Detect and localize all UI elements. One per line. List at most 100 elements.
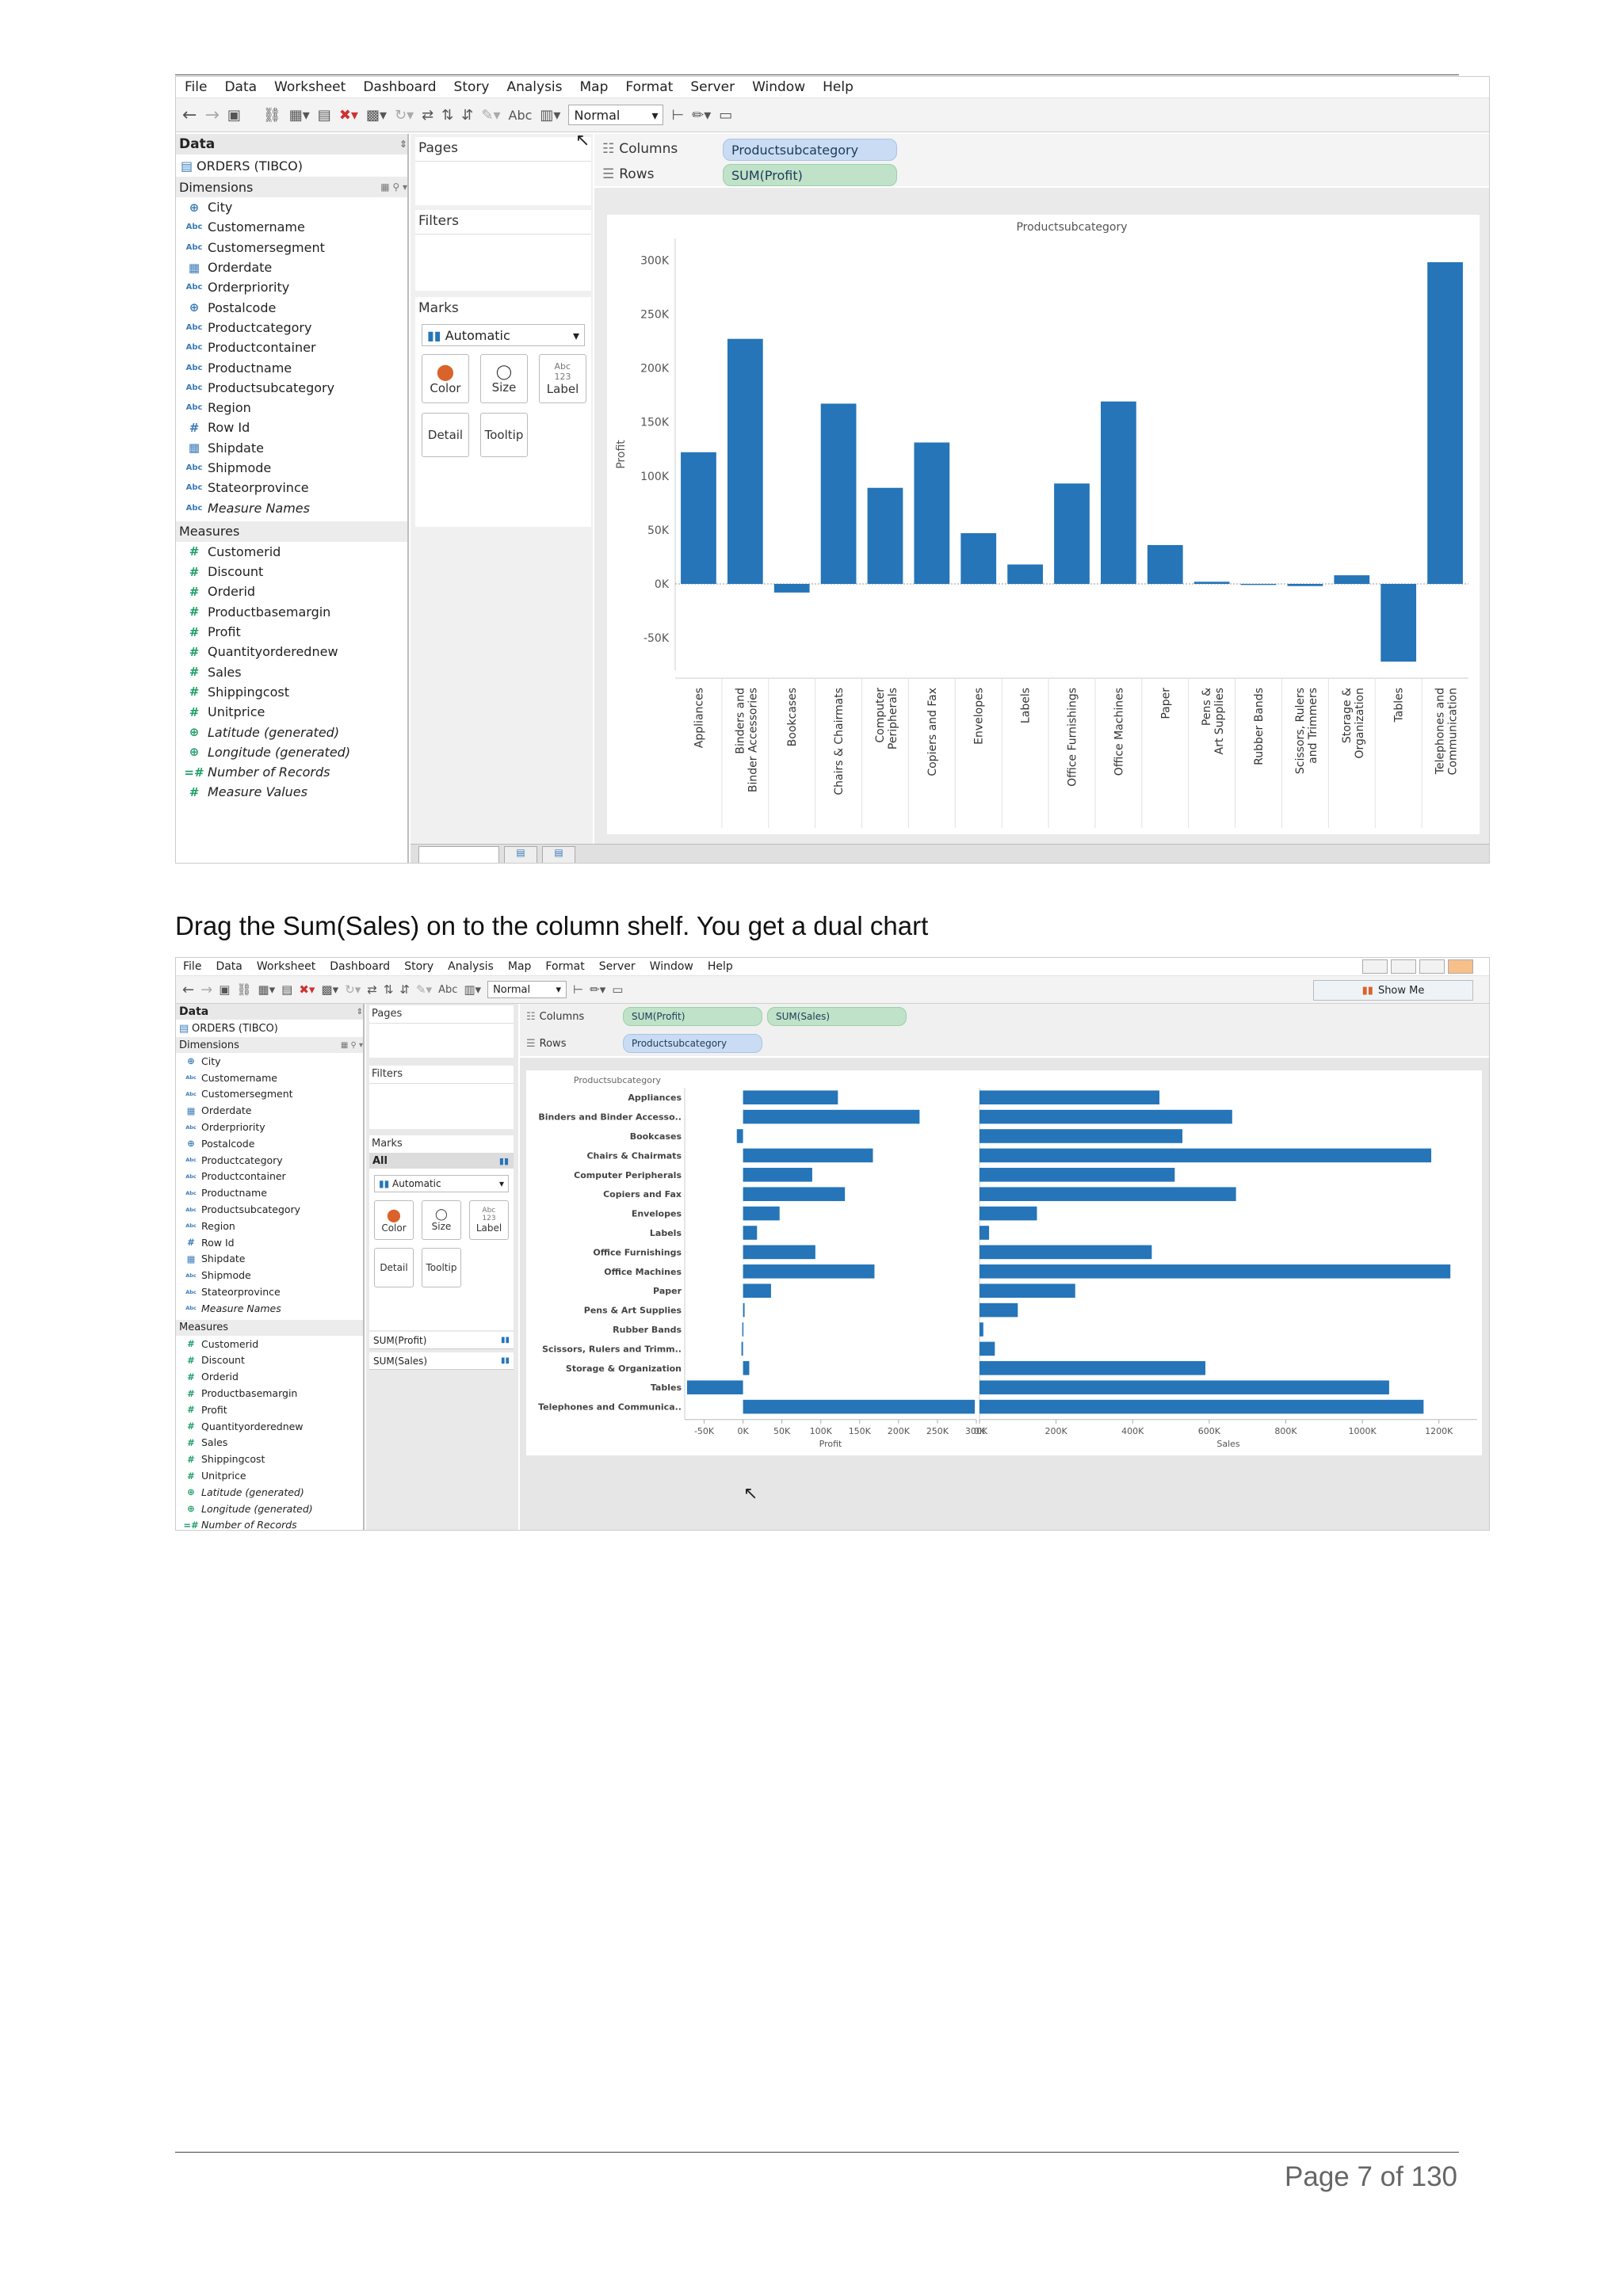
dimension-customersegment[interactable]: Abc Customersegment [176,238,407,257]
dimension-productsubcategory[interactable]: Abc Productsubcategory [176,1201,363,1218]
size-button[interactable]: ◯ Size [422,1200,461,1240]
menu-dashboard[interactable]: Dashboard [363,79,437,95]
back-icon[interactable]: ← [182,981,195,998]
presentation-icon[interactable]: ▩▾ [365,106,387,124]
pin-icon[interactable]: ⊢ [671,106,685,124]
fit-icon[interactable]: ▥▾ [464,982,482,997]
measure-shippingcost[interactable]: # Shippingcost [176,1451,363,1467]
new-worksheet-icon[interactable]: ▦▾ [258,982,276,997]
dimension-productname[interactable]: Abc Productname [176,1184,363,1201]
measure-productbasemargin[interactable]: # Productbasemargin [176,602,407,622]
data-source[interactable]: ▤ ORDERS (TIBCO) [176,154,407,177]
dimension-postalcode[interactable]: ⊕ Postalcode [176,1135,363,1152]
fit-icon[interactable]: ▥▾ [540,106,561,124]
forward-icon[interactable]: → [204,105,220,125]
grid-icon[interactable] [1391,959,1416,974]
measure-longitude-generated-[interactable]: ⊕ Longitude (generated) [176,1501,363,1517]
presentation-icon[interactable]: ▩▾ [321,982,339,997]
pin-icon[interactable]: ⊢ [573,982,584,997]
measure-longitude-generated-[interactable]: ⊕ Longitude (generated) [176,742,407,762]
abc-label-toggle[interactable]: Abc [508,107,533,123]
save-icon[interactable]: ▣ [227,106,241,124]
menu-format[interactable]: Format [625,79,674,95]
measure-discount[interactable]: # Discount [176,562,407,582]
present-icon[interactable]: ▭ [612,982,624,997]
measure-quantityorderednew[interactable]: # Quantityorderednew [176,642,407,662]
dimension-productsubcategory[interactable]: Abc Productsubcategory [176,378,407,398]
measure-sales[interactable]: # Sales [176,662,407,682]
refresh-icon[interactable]: ↻▾ [394,106,414,124]
annotate-icon[interactable]: ✏▾ [590,982,606,997]
dimension-orderdate[interactable]: ▦ Orderdate [176,1102,363,1119]
label-button[interactable]: Abc 123 Label [539,354,586,403]
back-icon[interactable]: ← [182,105,197,125]
dimension-customername[interactable]: Abc Customername [176,1070,363,1086]
marks-sales-tab[interactable]: SUM(Sales) ▮▮ [369,1352,514,1370]
highlight-icon[interactable]: ✎▾ [415,982,433,997]
swap-icon[interactable]: ⇄ [367,982,377,997]
search-icon[interactable]: ▦ ⚲ ▾ [380,181,407,193]
clear-icon[interactable]: ✖▾ [338,106,358,124]
columns-pill[interactable]: Productsubcategory [723,139,897,161]
dimension-region[interactable]: Abc Region [176,398,407,418]
dimension-productcontainer[interactable]: Abc Productcontainer [176,1169,363,1185]
clear-icon[interactable]: ✖▾ [299,982,315,997]
dimension-productcontainer[interactable]: Abc Productcontainer [176,338,407,357]
menu-data[interactable]: Data [216,960,242,973]
menu-window[interactable]: Window [752,79,806,95]
fit-select[interactable]: Normal ▾ [568,105,664,125]
dimension-shipdate[interactable]: ▦ Shipdate [176,1251,363,1268]
menu-data[interactable]: Data [224,79,258,95]
measure-latitude-generated-[interactable]: ⊕ Latitude (generated) [176,1484,363,1501]
dimension-orderdate[interactable]: ▦ Orderdate [176,257,407,277]
layout-icon[interactable] [1362,959,1388,974]
sort-desc-icon[interactable]: ⇵ [461,106,474,124]
sort-asc-icon[interactable]: ⇅ [383,982,394,997]
detail-button[interactable]: Detail [374,1248,414,1287]
measure-profit[interactable]: # Profit [176,622,407,642]
datasource-icon[interactable]: ⛓ [262,106,281,124]
dimension-shipmode[interactable]: Abc Shipmode [176,1267,363,1283]
filters-dropzone[interactable] [369,1083,514,1129]
dimension-postalcode[interactable]: ⊕ Postalcode [176,297,407,317]
detail-button[interactable]: Detail [422,413,469,457]
measure-customerid[interactable]: # Customerid [176,542,407,562]
pages-dropzone[interactable] [415,161,591,205]
menu-analysis[interactable]: Analysis [448,960,494,973]
label-button[interactable]: Abc 123 Label [469,1200,509,1240]
measure-number-of-records[interactable]: =# Number of Records [176,762,407,782]
dimension-row-id[interactable]: # Row Id [176,418,407,437]
fit-select[interactable]: Normal ▾ [487,981,567,998]
duplicate-icon[interactable]: ▤ [281,982,293,997]
menu-dashboard[interactable]: Dashboard [330,960,391,973]
dimension-stateorprovince[interactable]: Abc Stateorprovince [176,478,407,498]
mark-type-select[interactable]: ▮▮ Automatic ▾ [374,1175,509,1192]
menu-file[interactable]: File [185,79,208,95]
duplicate-icon[interactable]: ▤ [317,106,331,124]
menu-server[interactable]: Server [690,79,735,95]
home-icon[interactable] [1448,959,1473,974]
filters-dropzone[interactable] [415,234,591,291]
dimension-stateorprovince[interactable]: Abc Stateorprovince [176,1283,363,1300]
tooltip-button[interactable]: Tooltip [422,1248,461,1287]
menu-worksheet[interactable]: Worksheet [274,79,346,95]
menu-map[interactable]: Map [507,960,532,973]
annotate-icon[interactable]: ✏▾ [692,106,712,124]
collapse-icon[interactable]: ⇕ [399,139,407,150]
menu-help[interactable]: Help [823,79,854,95]
new-sheet-icon[interactable]: ▤ [504,846,537,863]
menu-worksheet[interactable]: Worksheet [256,960,316,973]
dimension-row-id[interactable]: # Row Id [176,1234,363,1251]
present-icon[interactable]: ▭ [719,106,733,124]
columns-pill-sales[interactable]: SUM(Sales) [767,1007,907,1026]
measure-latitude-generated-[interactable]: ⊕ Latitude (generated) [176,722,407,742]
measure-measure-values[interactable]: # Measure Values [176,782,407,802]
sort-asc-icon[interactable]: ⇅ [441,106,454,124]
measure-orderid[interactable]: # Orderid [176,1368,363,1385]
data-source[interactable]: ▤ ORDERS (TIBCO) [176,1020,363,1037]
sheet-tab[interactable] [418,846,499,863]
save-icon[interactable]: ▣ [219,982,231,997]
menu-map[interactable]: Map [579,79,609,95]
dimension-customersegment[interactable]: Abc Customersegment [176,1086,363,1103]
dimension-productcategory[interactable]: Abc Productcategory [176,318,407,338]
